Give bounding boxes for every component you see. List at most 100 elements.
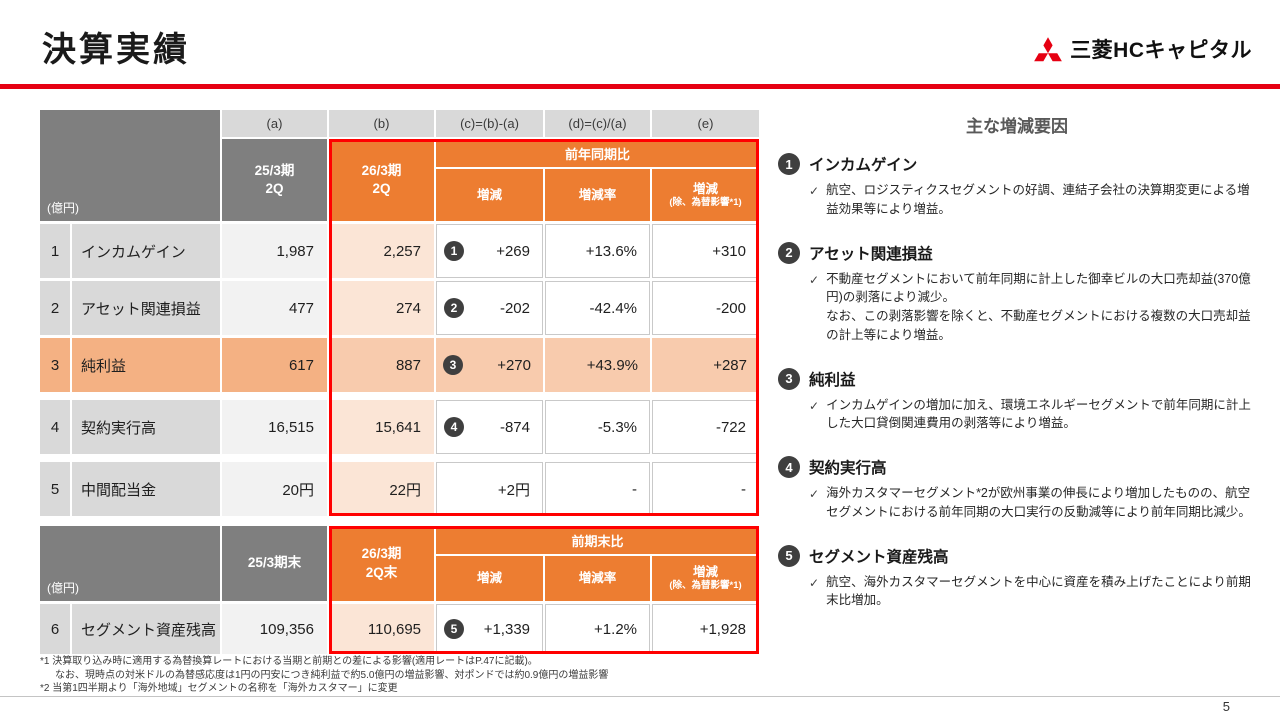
factor-heading: セグメント資産残高 <box>809 548 949 566</box>
unit-label-cell: (億円) <box>40 110 220 221</box>
factor-segment-assets: 5 セグメント資産残高 ✓ 航空、海外カスタマーセグメントを中心に資産を積み上げ… <box>778 544 1256 611</box>
subheader-change: 増減 <box>436 169 543 221</box>
table-row-income-gain: 1 インカムゲイン 1,987 2,257 1 +269 +13.6% +310 <box>40 224 759 278</box>
factor-badge-3: 3 <box>778 367 800 390</box>
company-logo: 三菱HCキャピタル <box>1033 34 1252 64</box>
row-number: 6 <box>40 604 70 654</box>
footnote-1-continued: なお、現時点の対米ドルの為替感応度は1円の円安につき純利益で約5.0億円の増益影… <box>55 669 609 681</box>
value-change-cell: 5 +1,339 <box>436 604 543 654</box>
footer-divider <box>0 696 1280 697</box>
col-header-prior-period: 25/3期 2Q <box>222 139 327 221</box>
page-title: 決算実績 <box>42 31 190 69</box>
value-change-rate: +1.2% <box>545 604 650 654</box>
table-row-contract-volume: 4 契約実行高 16,515 15,641 4 -874 -5.3% -722 <box>40 400 759 454</box>
factor-heading: インカムゲイン <box>809 157 918 174</box>
value-change-cell: 2 -202 <box>436 281 543 335</box>
factor-heading: 純利益 <box>809 371 856 389</box>
value-current: 15,641 <box>329 400 434 454</box>
value-change-cell: 4 -874 <box>436 400 543 454</box>
col-header-current-period: 26/3期 2Q <box>329 139 434 221</box>
unit-label-cell: (億円) <box>40 526 220 601</box>
value-change: +1,339 <box>483 620 530 638</box>
factor-contract-volume: 4 契約実行高 ✓ 海外カスタマーセグメント*2が欧州事業の伸長により増加したも… <box>778 456 1256 522</box>
checkmark-icon: ✓ <box>809 272 820 287</box>
table-row-asset-related: 2 アセット関連損益 477 274 2 -202 -42.4% -200 <box>40 281 759 335</box>
value-change: +270 <box>497 356 531 374</box>
factors-panel: 主な増減要因 1 インカムゲイン ✓ 航空、ロジスティクスセグメントの好調、連結… <box>778 112 1256 633</box>
value-change-ex-fx: -200 <box>652 281 759 335</box>
table-row-net-income: 3 純利益 617 887 3 +270 +43.9% +287 <box>40 338 759 392</box>
value-change-ex-fx: - <box>652 462 759 516</box>
row-label: 純利益 <box>72 338 220 392</box>
unit-label: (億円) <box>47 581 79 595</box>
footnote-1: *1 決算取り込み時に適用する為替換算レートにおける当期と前期との差による影響(… <box>40 656 538 667</box>
factor-income-gain: 1 インカムゲイン ✓ 航空、ロジスティクスセグメントの好調、連結子会社の決算期… <box>778 153 1256 219</box>
value-change-cell: 1 +269 <box>436 224 543 278</box>
yoy-comparison-header: 前年同期比 <box>436 139 759 167</box>
col-formula-e: (e) <box>652 110 759 137</box>
row-number: 2 <box>40 281 70 335</box>
value-change-ex-fx: +287 <box>652 338 759 392</box>
page-number: 5 <box>1222 699 1230 714</box>
value-current: 2,257 <box>329 224 434 278</box>
value-current: 22円 <box>329 462 434 516</box>
value-change-rate: +43.9% <box>545 338 650 392</box>
col-header-current-period-end: 26/3期 2Q末 <box>329 526 434 601</box>
checkmark-icon: ✓ <box>809 398 820 413</box>
value-change-rate: - <box>545 462 650 516</box>
value-prior: 477 <box>222 281 327 335</box>
subheader-change: 増減 <box>436 556 543 601</box>
col-formula-a: (a) <box>222 110 327 137</box>
factor-net-income: 3 純利益 ✓ インカムゲインの増加に加え、環境エネルギーセグメントで前年同期に… <box>778 367 1256 434</box>
value-change-ex-fx: -722 <box>652 400 759 454</box>
row-number: 3 <box>40 338 70 392</box>
value-change: -202 <box>499 299 530 317</box>
ref-badge-4: 4 <box>444 417 464 437</box>
factor-heading: 契約実行高 <box>809 460 887 477</box>
value-change-rate: -5.3% <box>545 400 650 454</box>
factor-badge-2: 2 <box>778 241 800 264</box>
col-formula-b: (b) <box>329 110 434 137</box>
row-label: インカムゲイン <box>72 224 220 278</box>
table1-header: (億円) (a) (b) (c)=(b)-(a) (d)=(c)/(a) (e)… <box>40 110 759 221</box>
value-change-ex-fx: +1,928 <box>652 604 759 654</box>
subheader-change-rate: 増減率 <box>545 556 650 601</box>
footnote-2: *2 当第1四半期より「海外地域」セグメントの名称を「海外カスタマー」に変更 <box>40 683 398 694</box>
ref-badge-3: 3 <box>443 355 463 375</box>
col-formula-c: (c)=(b)-(a) <box>436 110 543 137</box>
factor-body-text: 海外カスタマーセグメント*2が欧州事業の伸長により増加したものの、航空セグメント… <box>826 486 1251 519</box>
table-row-interim-dividend: 5 中間配当金 20円 22円 +2円 - - <box>40 462 759 516</box>
factor-body-text: 航空、ロジスティクスセグメントの好調、連結子会社の決算期変更による増益効果等によ… <box>826 183 1250 216</box>
factor-badge-4: 4 <box>778 456 800 478</box>
col-header-prior-period-end: 25/3期末 <box>222 526 327 601</box>
value-current: 110,695 <box>329 604 434 654</box>
factor-asset-related: 2 アセット関連損益 ✓ 不動産セグメントにおいて前年同期に計上した御幸ビルの大… <box>778 241 1256 345</box>
row-label: セグメント資産残高 <box>72 604 220 654</box>
factor-badge-5: 5 <box>778 544 800 567</box>
row-label: 中間配当金 <box>72 462 220 516</box>
value-change: -874 <box>499 418 530 436</box>
ref-badge-1: 1 <box>444 241 464 261</box>
row-number: 4 <box>40 400 70 454</box>
footnotes: *1 決算取り込み時に適用する為替換算レートにおける当期と前期との差による影響(… <box>40 655 608 696</box>
mitsubishi-diamonds-icon <box>1034 36 1063 61</box>
subheader-change-ex-fx: 増減 (除、為替影響*1) <box>652 169 759 221</box>
subheader-change-ex-fx: 増減 (除、為替影響*1) <box>652 556 759 601</box>
results-table-area: (億円) (a) (b) (c)=(b)-(a) (d)=(c)/(a) (e)… <box>40 110 759 654</box>
slide-header: 決算実績 三菱HCキャピタル <box>0 0 1280 90</box>
value-prior: 16,515 <box>222 400 327 454</box>
col-formula-d: (d)=(c)/(a) <box>545 110 650 137</box>
factor-badge-1: 1 <box>778 153 800 175</box>
value-current: 274 <box>329 281 434 335</box>
table-row-segment-assets: 6 セグメント資産残高 109,356 110,695 5 +1,339 +1.… <box>40 604 759 654</box>
value-change-cell: 3 +270 <box>436 338 543 392</box>
value-prior: 1,987 <box>222 224 327 278</box>
value-change: +2円 <box>497 481 530 499</box>
value-change-cell: +2円 <box>436 462 543 516</box>
unit-label: (億円) <box>47 201 79 215</box>
checkmark-icon: ✓ <box>809 575 820 590</box>
value-change: +269 <box>496 242 530 260</box>
table2-header: (億円) 25/3期末 26/3期 2Q末 前期末比 増減 増減率 増減 (除、… <box>40 526 759 601</box>
factor-body-text: 不動産セグメントにおいて前年同期に計上した御幸ビルの大口売却益(370億円)の剥… <box>826 271 1251 342</box>
row-label: アセット関連損益 <box>72 281 220 335</box>
